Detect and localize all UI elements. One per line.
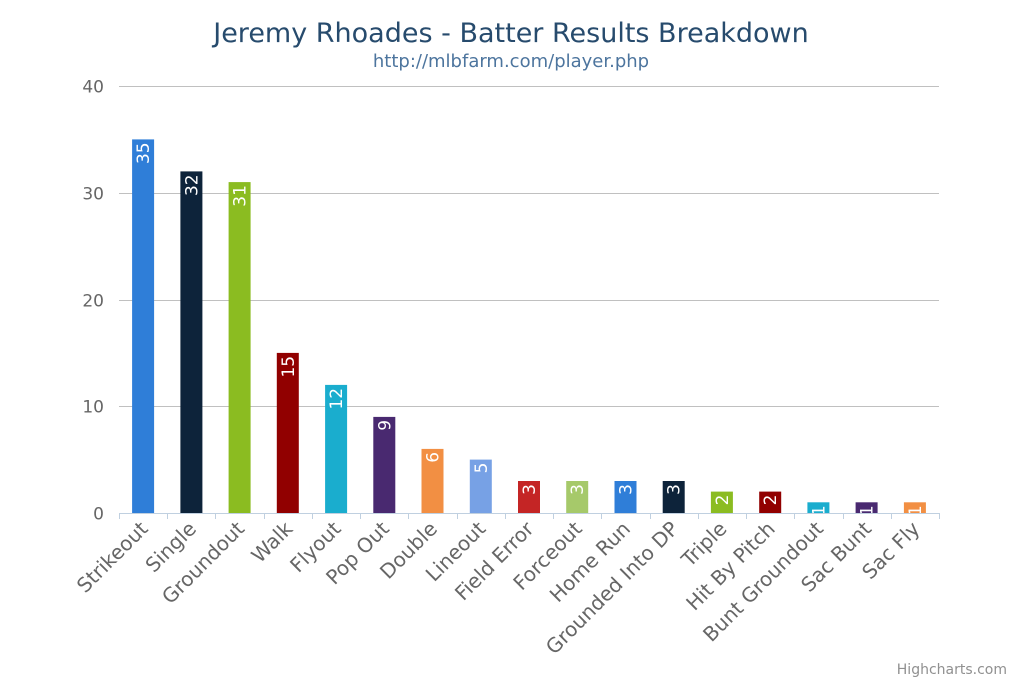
- y-tick-label: 0: [93, 505, 104, 525]
- bars: [132, 139, 926, 513]
- bar[interactable]: [325, 384, 348, 513]
- data-label: 31: [231, 185, 251, 207]
- y-tick-label: 30: [82, 185, 104, 205]
- bar[interactable]: [662, 481, 685, 513]
- data-label: 5: [472, 463, 492, 474]
- data-label: 1: [906, 505, 926, 516]
- data-label: 2: [761, 495, 781, 506]
- data-label: 9: [375, 420, 395, 431]
- data-label: 35: [134, 142, 154, 164]
- chart-title: Jeremy Rhoades - Batter Results Breakdow…: [211, 18, 809, 49]
- x-tick-label: Strikeout: [72, 516, 153, 597]
- bar[interactable]: [132, 139, 155, 513]
- bar[interactable]: [759, 491, 782, 513]
- data-label: 1: [809, 505, 829, 516]
- bar[interactable]: [180, 171, 203, 513]
- data-label: 6: [424, 452, 444, 463]
- credits-link[interactable]: Highcharts.com: [897, 662, 1007, 678]
- bar[interactable]: [566, 481, 589, 513]
- data-label: 3: [568, 484, 588, 495]
- y-axis: 0 10 20 30 40: [82, 78, 104, 525]
- bar[interactable]: [903, 502, 926, 513]
- bar[interactable]: [373, 416, 396, 513]
- bar[interactable]: [421, 448, 444, 513]
- bar[interactable]: [710, 491, 733, 513]
- bar[interactable]: [518, 481, 540, 513]
- data-label: 3: [665, 484, 685, 495]
- y-tick-label: 10: [82, 398, 104, 418]
- bar[interactable]: [614, 481, 637, 513]
- data-label: 2: [713, 495, 733, 506]
- bar[interactable]: [807, 502, 830, 513]
- data-label: 3: [617, 484, 637, 495]
- bar[interactable]: [469, 459, 492, 513]
- y-tick-label: 20: [82, 292, 104, 312]
- bar[interactable]: [855, 502, 878, 513]
- data-label: 15: [279, 356, 299, 378]
- y-tick-label: 40: [82, 78, 104, 98]
- data-label: 3: [520, 484, 540, 495]
- bar[interactable]: [276, 352, 299, 513]
- chart-subtitle[interactable]: http://mlbfarm.com/player.php: [373, 51, 649, 72]
- data-label: 32: [182, 174, 202, 196]
- data-label: 1: [858, 505, 878, 516]
- bar[interactable]: [228, 182, 251, 513]
- data-label: 12: [327, 388, 347, 410]
- grid-lines: [119, 86, 939, 407]
